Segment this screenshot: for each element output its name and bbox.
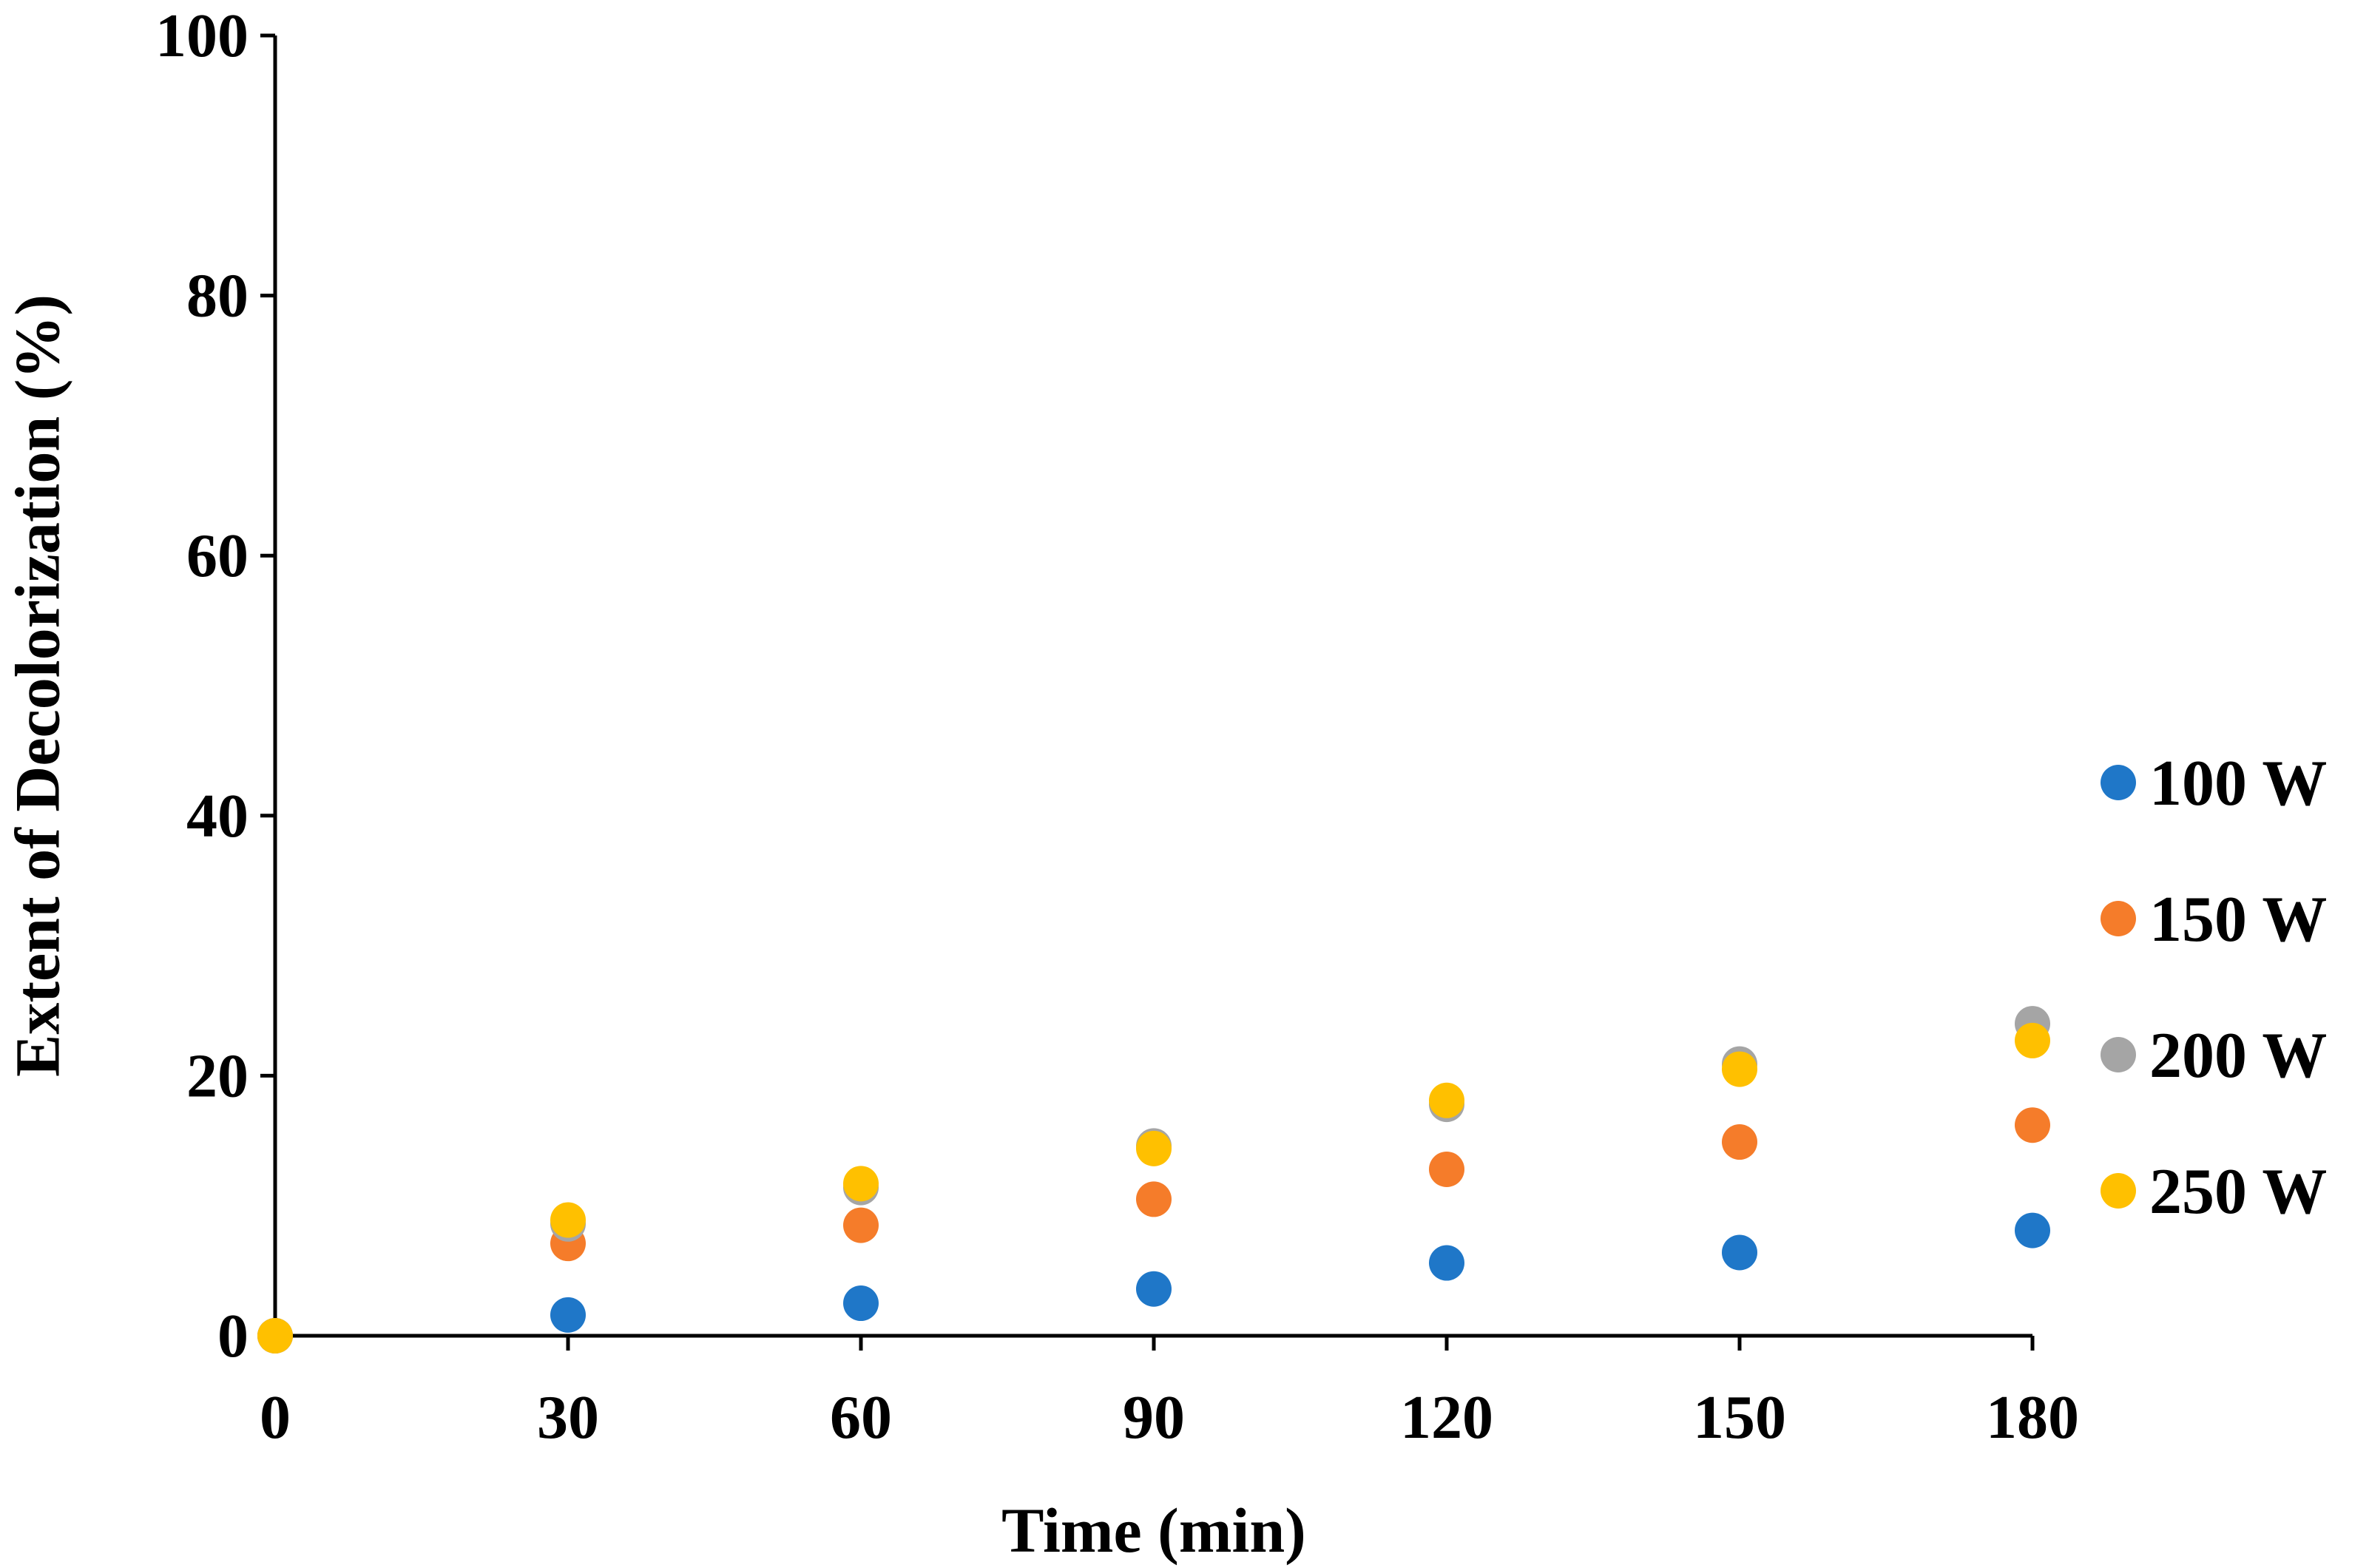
legend-item: 100 W [2101,748,2327,820]
data-point [1136,1181,1172,1217]
y-tick-label: 40 [186,782,249,851]
data-point [257,1318,293,1354]
legend-label: 150 W [2149,884,2327,956]
data-point [843,1166,879,1202]
legend-label: 200 W [2149,1020,2327,1092]
data-point [2015,1107,2050,1143]
data-point [1136,1130,1172,1166]
x-axis-title: Time (min) [1001,1495,1306,1566]
data-points [257,1006,2050,1354]
y-axis-title: Extent of Decolorization (%) [2,294,73,1077]
series-100-w [257,1212,2050,1354]
data-point [1722,1234,1757,1271]
x-tick-label: 90 [1123,1383,1185,1452]
legend-marker [2101,1037,2136,1072]
legend-label: 250 W [2149,1156,2327,1228]
y-tick-label: 60 [186,521,249,590]
data-point [1722,1124,1757,1160]
data-point [550,1202,586,1238]
series-250-w [257,1022,2050,1354]
x-tick-label: 0 [260,1383,291,1452]
y-tick-label: 0 [217,1302,249,1371]
legend: 100 W 150 W 200 W 250 W [2101,748,2327,1228]
x-tick-label: 60 [830,1383,892,1452]
legend-marker [2101,901,2136,936]
x-tick-label: 30 [537,1383,599,1452]
data-point [843,1207,879,1243]
data-point [1136,1271,1172,1307]
x-tick-label: 180 [1986,1383,2079,1452]
data-point [1429,1151,1464,1187]
data-point [550,1297,586,1333]
legend-item: 150 W [2101,884,2327,956]
y-tick-label: 80 [186,262,249,331]
legend-marker [2101,1173,2136,1209]
legend-label: 100 W [2149,748,2327,820]
legend-marker [2101,765,2136,800]
data-point [2015,1022,2050,1058]
y-tick-label: 100 [155,1,249,70]
axes: 0 20 40 60 80 100 0 30 60 90 120 150 180 [155,1,2079,1452]
legend-item: 200 W [2101,1020,2327,1092]
data-point [1429,1245,1464,1281]
y-tick-label: 20 [186,1041,249,1110]
data-point [2015,1212,2050,1248]
data-point [1429,1082,1464,1118]
x-tick-label: 150 [1693,1383,1786,1452]
data-point [843,1285,879,1322]
data-point [1722,1051,1757,1087]
x-tick-label: 120 [1400,1383,1493,1452]
legend-item: 250 W [2101,1156,2327,1228]
